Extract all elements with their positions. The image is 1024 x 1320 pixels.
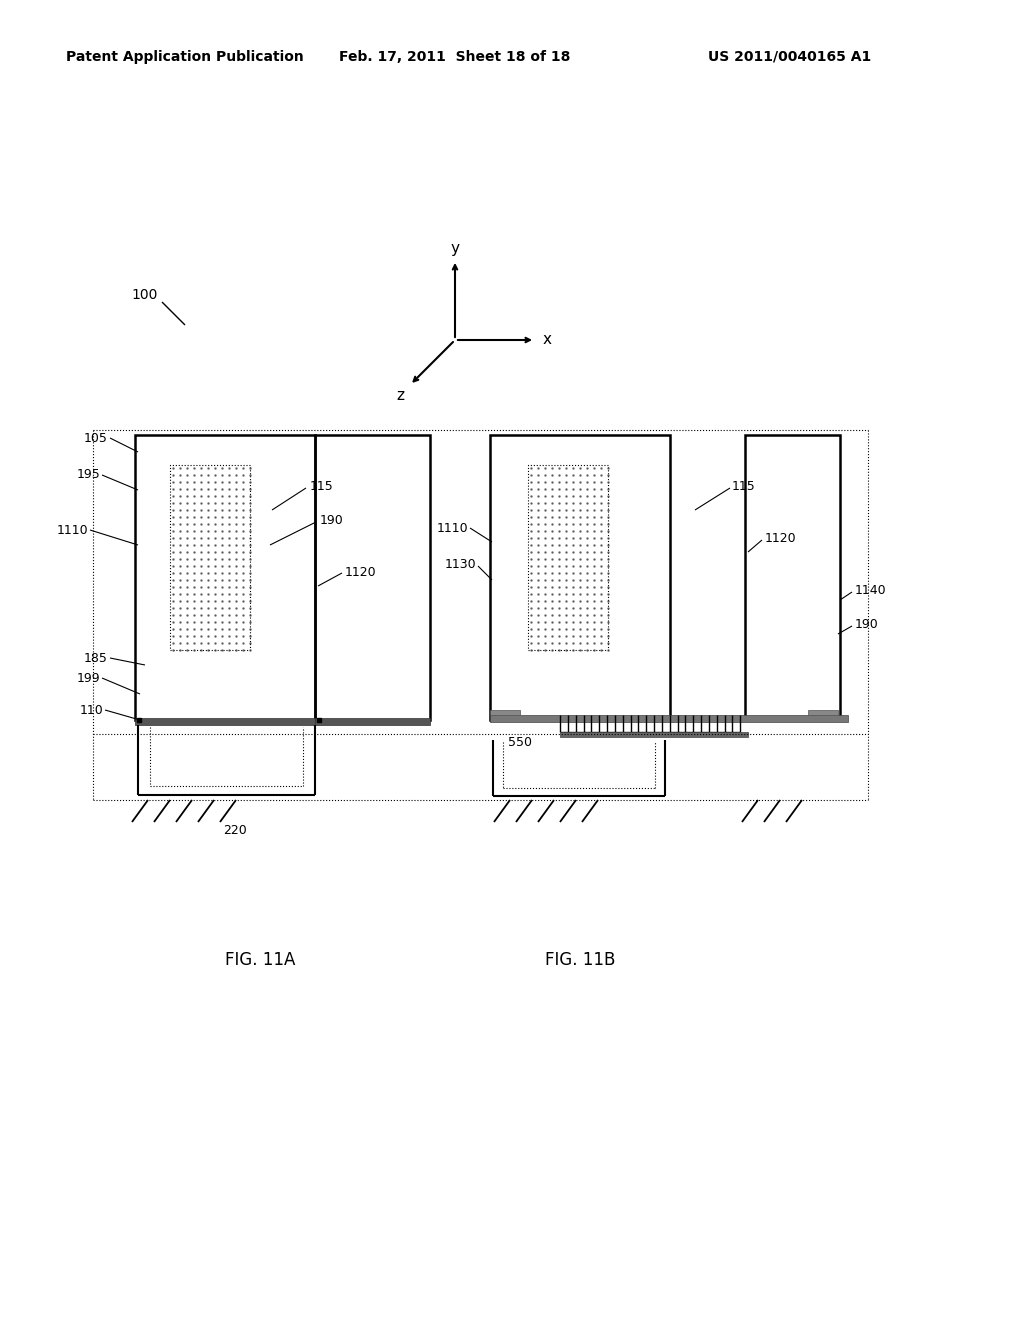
Bar	[170, 465, 250, 649]
Text: 100: 100	[132, 288, 158, 302]
Text: 185: 185	[84, 652, 108, 664]
Text: x: x	[543, 333, 552, 347]
Text: 1110: 1110	[56, 524, 88, 536]
Text: FIG. 11B: FIG. 11B	[545, 950, 615, 969]
Bar	[315, 436, 430, 719]
Text: 199: 199	[77, 672, 100, 685]
Text: 115: 115	[310, 480, 334, 494]
Text: y: y	[451, 240, 460, 256]
Text: 115: 115	[732, 480, 756, 494]
Text: 220: 220	[223, 824, 247, 837]
Bar	[528, 465, 608, 649]
Text: 1110: 1110	[436, 521, 468, 535]
Bar	[560, 733, 748, 737]
Bar	[490, 715, 848, 722]
Text: 190: 190	[319, 513, 344, 527]
Bar	[135, 436, 315, 719]
Text: US 2011/0040165 A1: US 2011/0040165 A1	[709, 50, 871, 63]
Text: z: z	[396, 388, 404, 403]
Text: FIG. 11A: FIG. 11A	[225, 950, 295, 969]
Text: 110: 110	[79, 704, 103, 717]
Text: 195: 195	[76, 469, 100, 482]
Bar	[135, 718, 315, 725]
Text: 1120: 1120	[765, 532, 797, 544]
Text: 1130: 1130	[444, 558, 476, 572]
Bar	[745, 436, 840, 719]
Text: 1120: 1120	[345, 565, 377, 578]
Bar	[490, 436, 670, 719]
Bar	[315, 718, 430, 725]
Bar	[808, 710, 838, 715]
Bar	[490, 710, 520, 715]
Text: Patent Application Publication: Patent Application Publication	[67, 50, 304, 63]
Text: Feb. 17, 2011  Sheet 18 of 18: Feb. 17, 2011 Sheet 18 of 18	[339, 50, 570, 63]
Text: 190: 190	[855, 619, 879, 631]
Text: 105: 105	[84, 432, 108, 445]
Text: 550: 550	[508, 735, 532, 748]
Text: 1140: 1140	[855, 583, 887, 597]
